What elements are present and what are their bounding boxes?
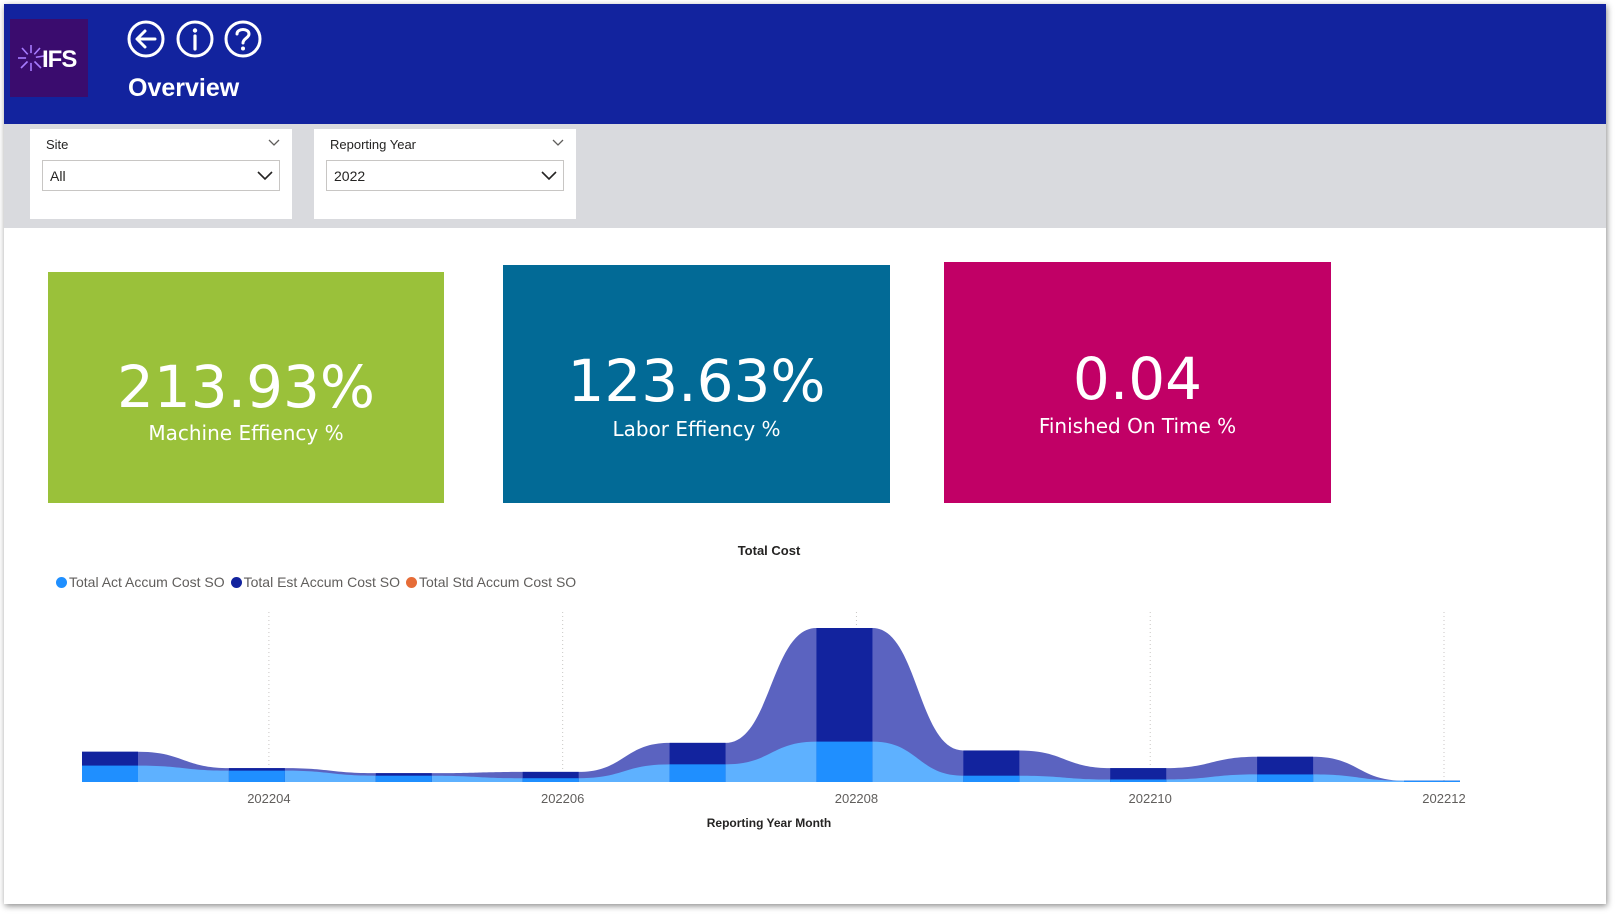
legend-item-std[interactable]: Total Std Accum Cost SO <box>406 574 576 590</box>
kpi-label: Finished On Time % <box>1038 414 1237 438</box>
legend-item-act[interactable]: Total Act Accum Cost SO <box>56 574 225 590</box>
legend-label: Total Act Accum Cost SO <box>69 574 225 590</box>
act-bar <box>963 775 1020 782</box>
est-bar <box>1110 768 1167 782</box>
act-bar <box>669 764 726 782</box>
legend-item-est[interactable]: Total Est Accum Cost SO <box>230 574 401 590</box>
question-icon <box>224 20 262 58</box>
legend-label: Total Std Accum Cost SO <box>419 574 577 590</box>
help-button[interactable] <box>223 19 263 59</box>
back-button[interactable] <box>126 19 166 59</box>
site-slicer-label: Site <box>46 137 69 152</box>
est-area-ribbon <box>82 628 1460 782</box>
labor-efficiency-card: 123.63% Labor Effiency % <box>503 265 890 503</box>
site-dropdown[interactable]: All <box>42 160 280 191</box>
total-cost-chart[interactable]: 202204 202206 202208 202210 202212 <box>4 604 1544 809</box>
chart-title: Total Cost <box>737 543 801 558</box>
act-bar <box>82 765 138 782</box>
legend-label: Total Est Accum Cost SO <box>243 574 401 590</box>
ifs-swirl-icon <box>18 45 45 71</box>
kpi-label: Labor Effiency % <box>612 417 781 441</box>
chevron-down-icon <box>541 171 557 181</box>
chevron-down-icon[interactable] <box>552 139 564 147</box>
finished-on-time-card: 0.04 Finished On Time % <box>944 262 1331 503</box>
report-frame: IFS Overview Site <box>4 4 1606 904</box>
act-bar <box>1257 774 1314 782</box>
filter-bar: Site All Reporting Year 2022 <box>4 124 1606 228</box>
header-bar: IFS Overview <box>4 4 1606 124</box>
act-bar <box>522 778 579 782</box>
act-bar <box>1110 779 1167 782</box>
page-title: Overview <box>128 74 240 102</box>
x-tick-label: 202206 <box>541 791 584 806</box>
chart-legend: Total Act Accum Cost SO Total Est Accum … <box>56 574 582 590</box>
chevron-down-icon[interactable] <box>268 139 280 147</box>
act-bar <box>228 770 285 782</box>
info-button[interactable] <box>175 19 215 59</box>
logo-text: IFS <box>42 46 77 73</box>
reporting-year-slicer-label: Reporting Year <box>330 137 417 152</box>
kpi-value: 123.63% <box>567 347 826 415</box>
x-tick-label: 202204 <box>247 791 290 806</box>
act-area-ribbon <box>82 741 1460 782</box>
chevron-down-icon <box>257 171 273 181</box>
site-dropdown-value: All <box>50 168 66 184</box>
kpi-label: Machine Effiency % <box>148 421 344 445</box>
act-bar <box>375 775 432 782</box>
kpi-value: 213.93% <box>116 353 376 421</box>
x-axis-title: Reporting Year Month <box>706 816 832 830</box>
x-tick-label: 202210 <box>1129 791 1172 806</box>
legend-dot <box>56 576 67 588</box>
site-slicer: Site All <box>30 129 292 219</box>
act-bar <box>1404 780 1460 782</box>
act-bar <box>816 741 873 782</box>
reporting-year-dropdown-value: 2022 <box>334 168 366 184</box>
x-tick-label: 202208 <box>835 791 878 806</box>
legend-dot <box>406 576 418 588</box>
kpi-value: 0.04 <box>1072 345 1203 413</box>
legend-dot <box>230 576 242 588</box>
arrow-left-icon <box>127 20 165 58</box>
est-bar <box>522 771 579 782</box>
machine-efficiency-card: 213.93% Machine Effiency % <box>48 272 444 503</box>
info-icon <box>176 20 214 58</box>
ifs-logo: IFS <box>10 19 88 97</box>
reporting-year-dropdown[interactable]: 2022 <box>326 160 564 191</box>
reporting-year-slicer: Reporting Year 2022 <box>314 129 576 219</box>
x-tick-label: 202212 <box>1422 791 1465 806</box>
